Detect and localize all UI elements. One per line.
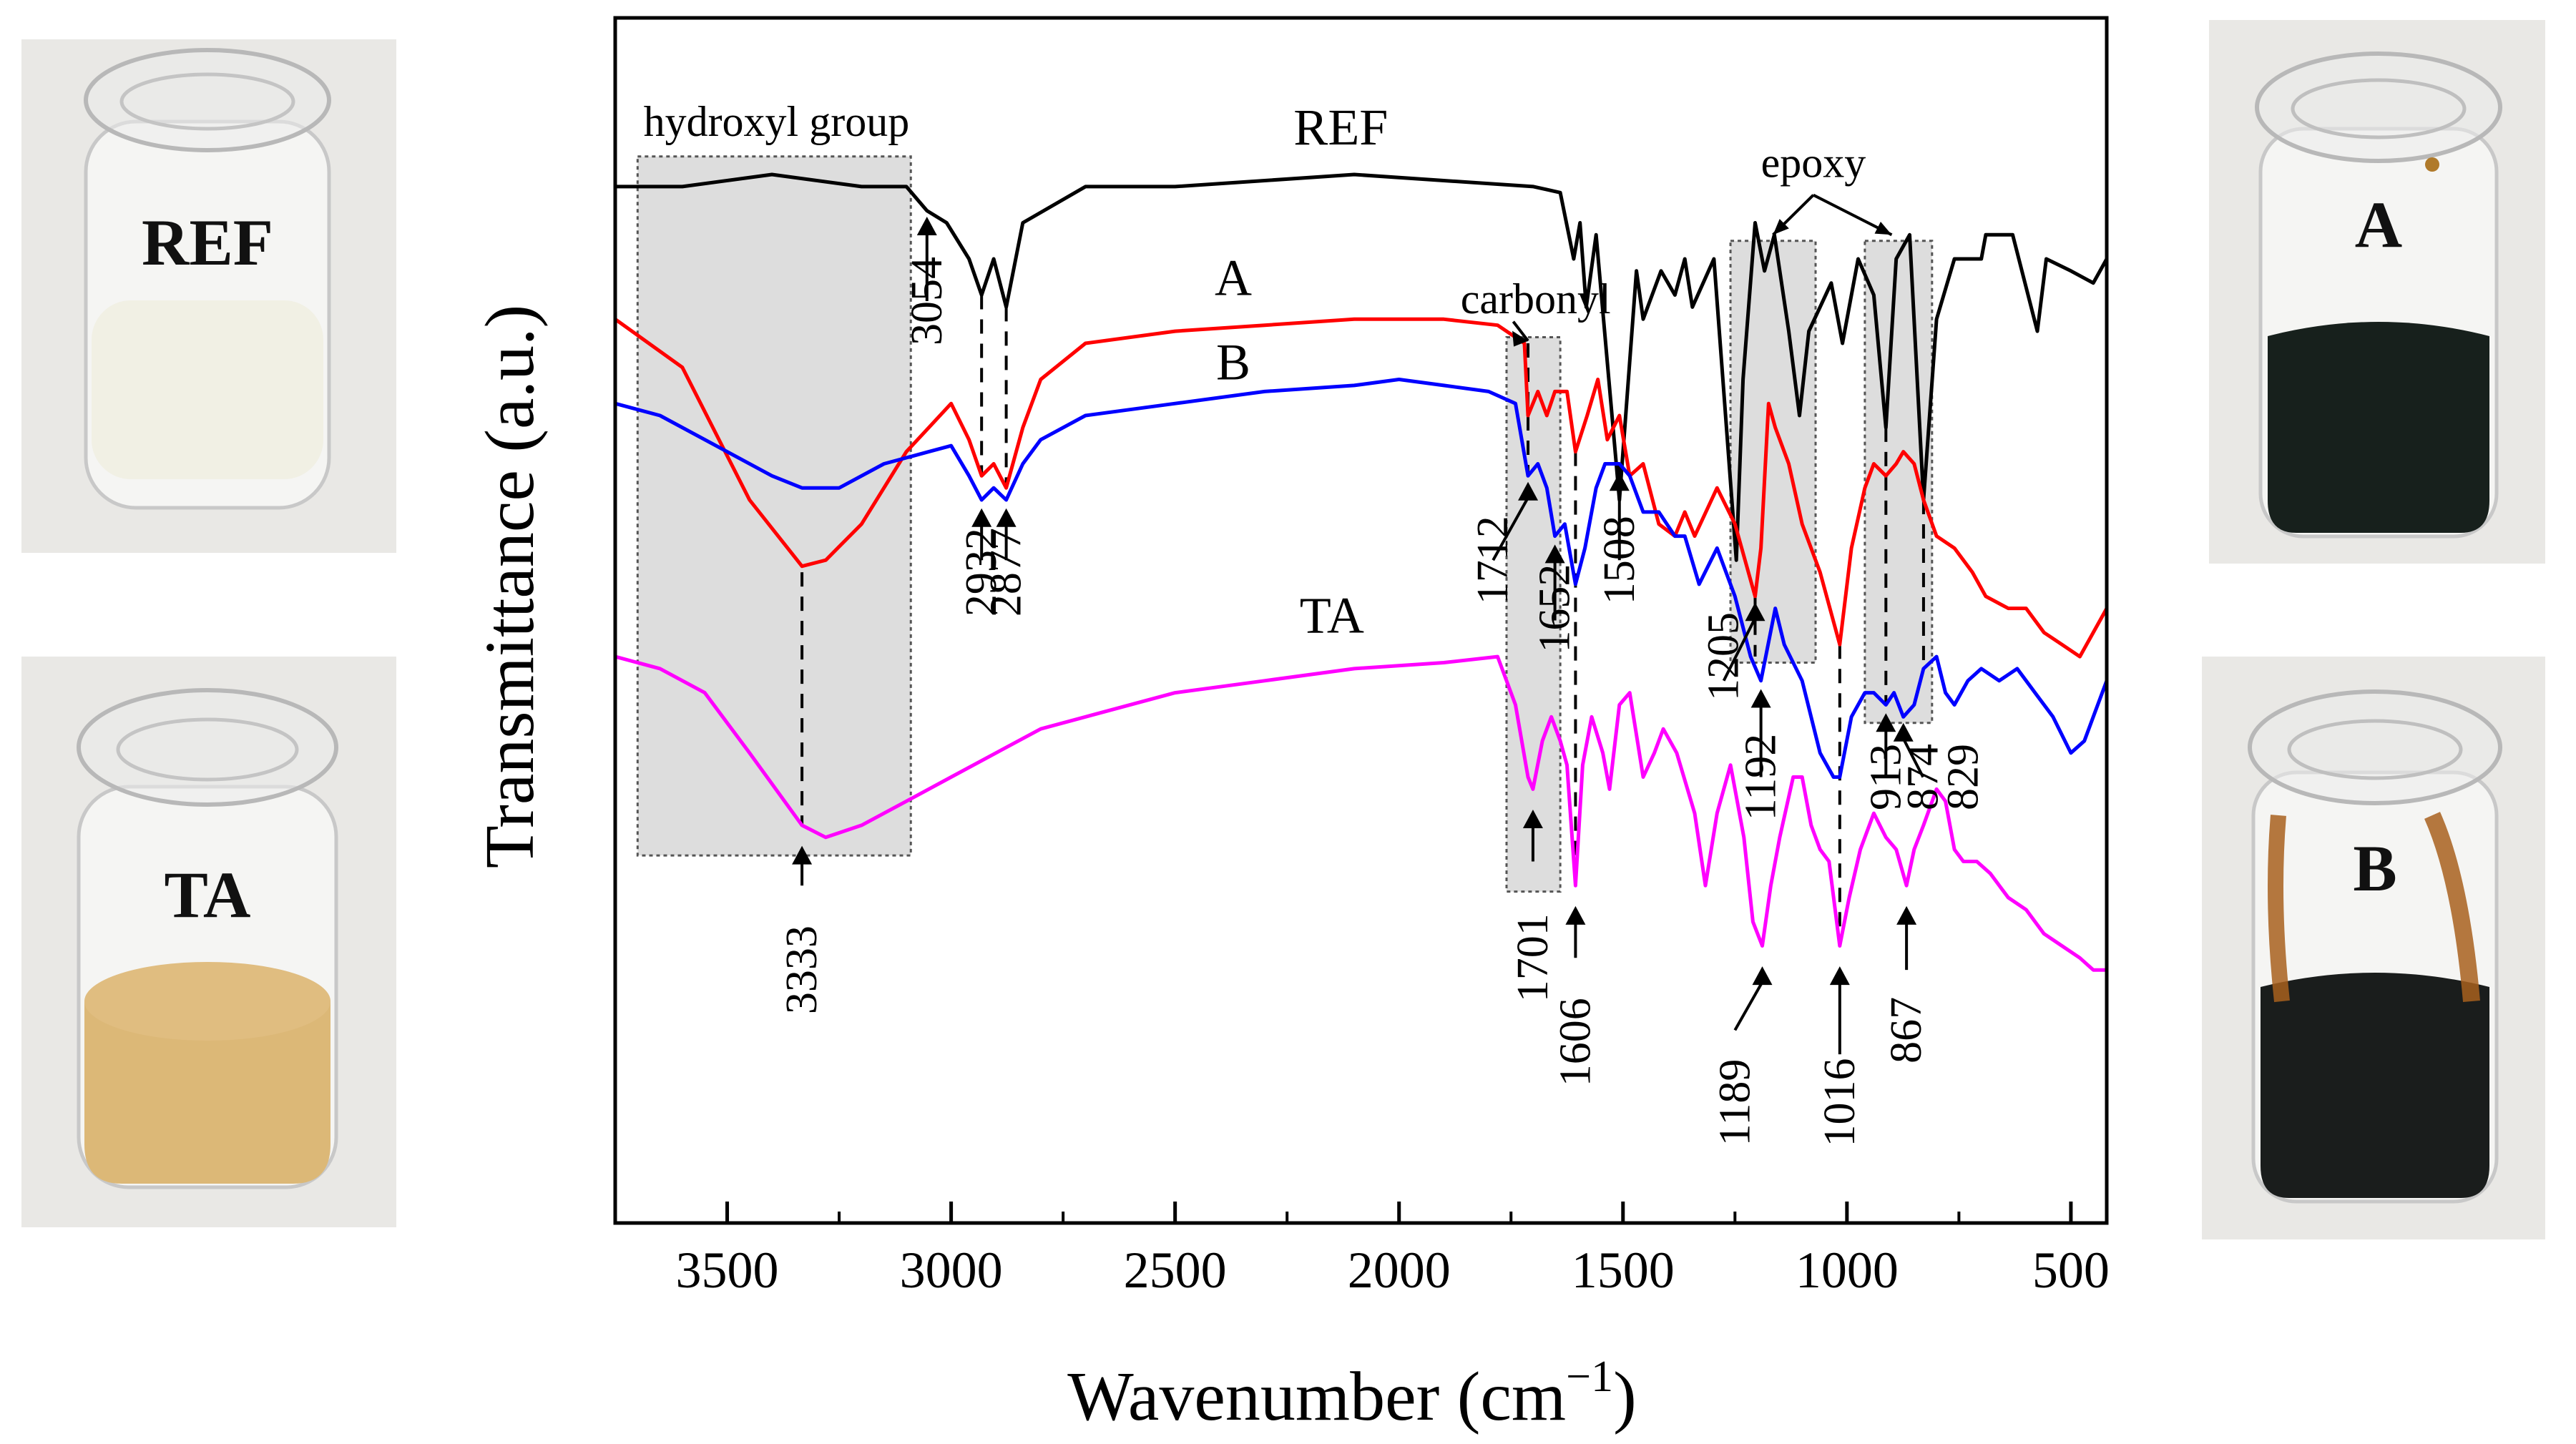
peak-arrow-head-913 (1876, 713, 1896, 732)
series-line-ref (615, 172, 2109, 562)
y-axis-title: Transmittance (a.u.) (471, 305, 549, 868)
highlight-region-1 (1505, 336, 1562, 893)
series-label-ta: TA (1300, 586, 1364, 644)
peak-label-1712: 1712 (1469, 516, 1517, 604)
highlight-regions (636, 155, 1934, 893)
peak-label-2932: 2932 (957, 528, 1006, 617)
region-label-1: carbonyl (1461, 275, 1611, 323)
photo-ta-label: TA (165, 858, 251, 931)
peak-arrow-head-1701 (1522, 810, 1543, 829)
peak-label-1606: 1606 (1551, 998, 1600, 1086)
peak-label-867: 867 (1882, 997, 1931, 1064)
peak-arrow-head-1712 (1518, 481, 1539, 501)
peak-label-1652: 1652 (1531, 564, 1580, 653)
series-line-a (614, 317, 2109, 659)
photo-ref: REF (21, 39, 396, 553)
peak-arrow-head-1606 (1565, 905, 1586, 925)
peak-label-1189: 1189 (1710, 1059, 1759, 1146)
region-label-0: hydroxyl group (644, 98, 910, 145)
peak-arrow-head-1189 (1752, 966, 1773, 986)
series-label-ref: REF (1293, 99, 1388, 156)
peak-arrow-head-867 (1896, 905, 1917, 925)
photo-b-label: B (2353, 832, 2396, 905)
peak-arrow-874 (1901, 737, 1925, 778)
epoxy-arrow-left-head (1773, 219, 1789, 235)
peak-label-1508: 1508 (1595, 516, 1644, 604)
photo-a-label: A (2355, 188, 2402, 261)
peak-label-874: 874 (1899, 744, 1947, 810)
epoxy-arrow-right-head (1874, 221, 1892, 235)
peak-arrow-head-1016 (1829, 966, 1850, 986)
peak-label-913: 913 (1861, 744, 1910, 810)
peak-label-1016: 1016 (1816, 1059, 1864, 1147)
region-label-2: epoxy (1761, 139, 1866, 186)
series-label-a: A (1215, 250, 1252, 307)
peak-arrow-head-3333 (792, 845, 813, 865)
highlight-region-0 (636, 155, 912, 857)
peak-arrow-head-1205 (1745, 602, 1766, 622)
peak-label-1205: 1205 (1700, 612, 1748, 701)
x-axis-title-text: Wavenumber (cm (1067, 1358, 1566, 1435)
peak-label-3333: 3333 (778, 925, 826, 1014)
x-tick-label-3500: 3500 (676, 1242, 779, 1299)
x-axis-title-sup: −1 (1566, 1352, 1613, 1401)
peak-arrow-head-1192 (1750, 689, 1771, 708)
peak-arrow-head-1652 (1544, 544, 1565, 564)
peak-label-1701: 1701 (1509, 913, 1557, 1002)
photo-b: B (2202, 657, 2545, 1239)
carbonyl-arrow (1512, 320, 1529, 342)
x-tick-label-3000: 3000 (900, 1242, 1003, 1299)
peak-label-2877: 2877 (982, 528, 1031, 617)
peak-arrow-head-2877 (996, 508, 1017, 527)
highlight-region-2 (1729, 240, 1817, 664)
carbonyl-arrow-head (1512, 330, 1529, 347)
peak-label-829: 829 (1939, 744, 1988, 810)
peak-arrow-head-3054 (916, 217, 937, 236)
x-tick-label-1500: 1500 (1572, 1242, 1675, 1299)
ftir-chart: REF AB TA hydroxyl group carbonyl epoxy 3054 2… (471, 16, 2110, 1435)
peak-label-1192: 1192 (1737, 734, 1786, 821)
x-tick-label-500: 500 (2032, 1242, 2110, 1299)
series-line-ta (614, 654, 2107, 972)
spectra: REF AB TA hydroxyl group carbonyl epoxy (614, 98, 2109, 972)
photo-ref-label: REF (142, 206, 273, 279)
photo-ta: TA (21, 657, 396, 1227)
x-tick-label-2500: 2500 (1124, 1242, 1227, 1299)
peak-arrow-head-874 (1893, 722, 1914, 742)
photo-a: A (2209, 20, 2545, 564)
peak-arrow-1712 (1492, 496, 1529, 561)
plot-frame (613, 16, 2109, 1225)
series-label-b: B (1216, 334, 1250, 391)
peak-arrow-head-2932 (971, 508, 992, 527)
x-axis-title-close: ) (1613, 1358, 1637, 1435)
peak-arrow-head-1508 (1609, 472, 1630, 491)
series-line-b (614, 378, 2109, 779)
x-tick-label-2000: 2000 (1348, 1242, 1451, 1299)
peak-arrow-1189 (1733, 981, 1764, 1031)
peak-arrow-1205 (1722, 617, 1757, 682)
axes: 3500 3000 2500 2000 1500 1000 500 (613, 16, 2110, 1299)
peak-label-3054: 3054 (903, 257, 951, 345)
x-tick-label-1000: 1000 (1796, 1242, 1899, 1299)
x-axis-title: Wavenumber (cm−1) (1067, 1352, 1636, 1435)
